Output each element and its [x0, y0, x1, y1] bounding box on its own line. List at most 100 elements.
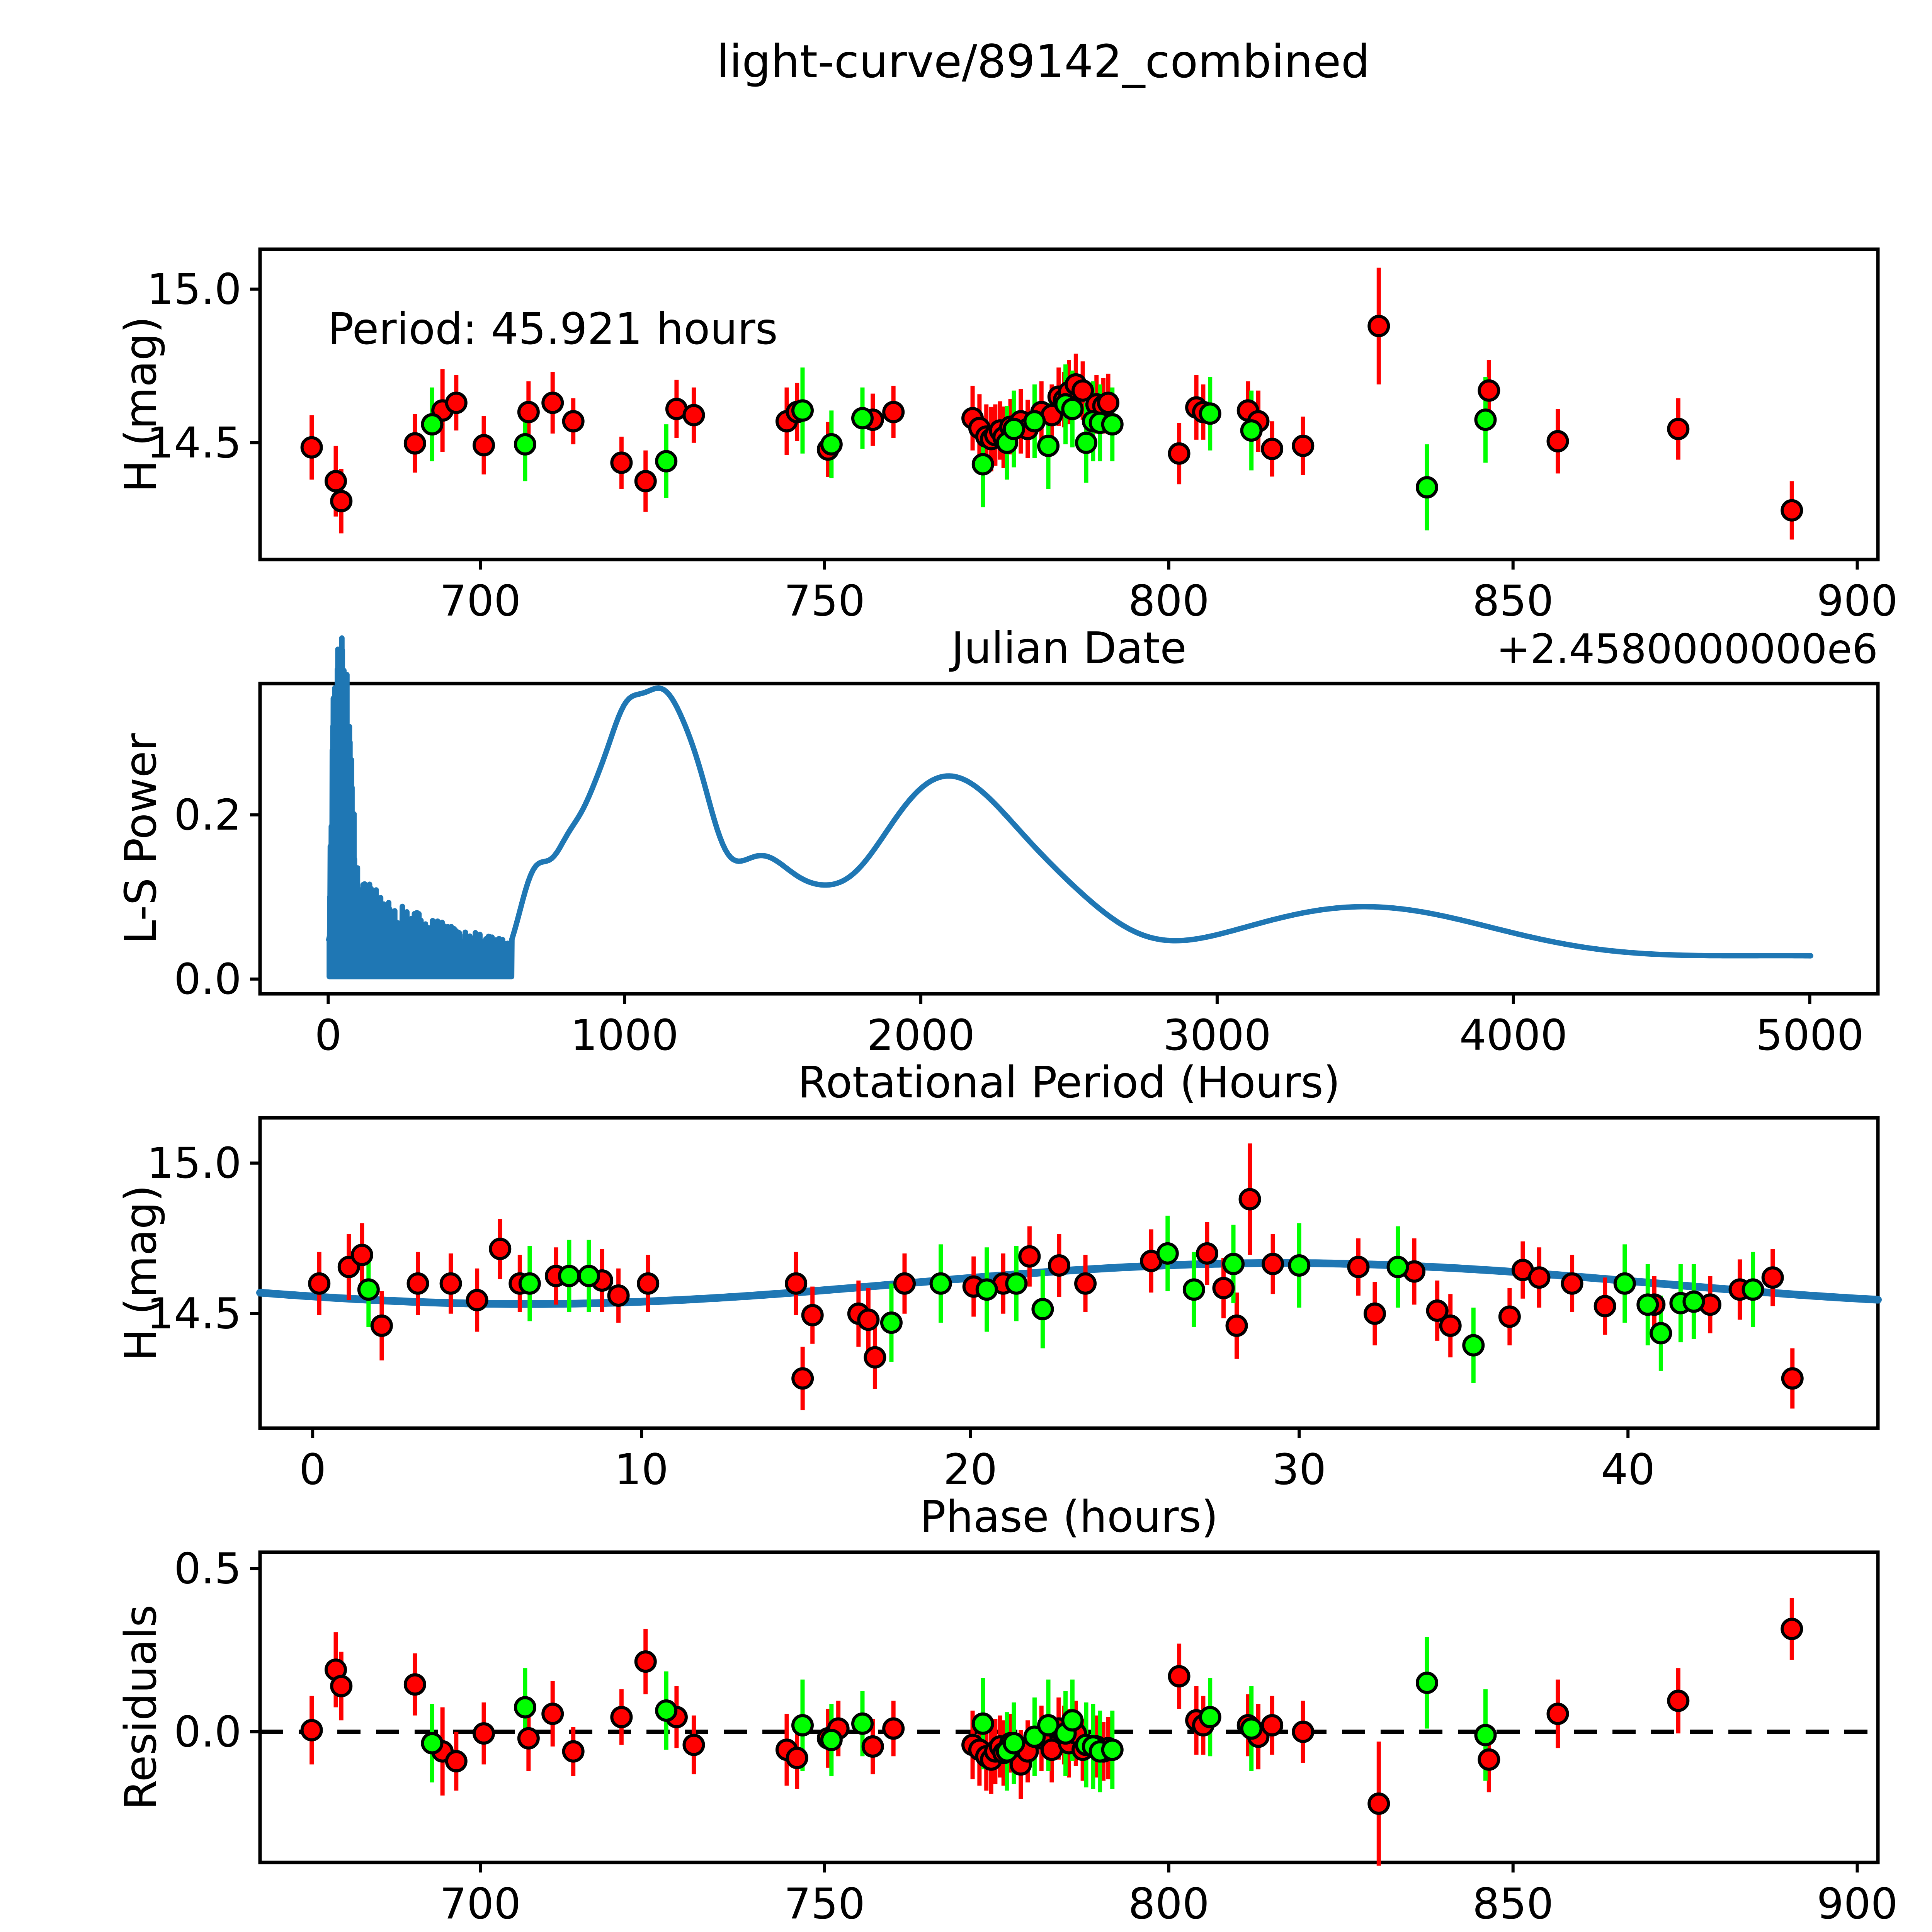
panel-lightcurve-xtick-label: 850 [1473, 576, 1554, 626]
panel-phase-folded-marker-red [1074, 1272, 1097, 1295]
panel-residuals-marker-red [1667, 1689, 1690, 1712]
panel-lightcurve-marker-red [1030, 401, 1053, 423]
panel-phase-folded-marker-green [578, 1265, 600, 1287]
panel-residuals-marker-green [1082, 1735, 1104, 1758]
panel-lightcurve-marker-green [421, 413, 444, 436]
panel-lightcurve-x-offset-text: +2.4580000000e6 [1496, 626, 1878, 673]
panel-residuals-marker-red [786, 1747, 808, 1769]
panel-lightcurve-marker-green [996, 431, 1019, 454]
panel-phase-folded-marker-green [558, 1265, 580, 1287]
panel-residuals-marker-red [562, 1740, 585, 1763]
panel-phase-folded-marker-red [544, 1265, 567, 1287]
panel-residuals-marker-green [1240, 1717, 1263, 1740]
panel-periodogram-xtick-label: 0 [315, 1010, 342, 1060]
panel-residuals-marker-green [820, 1729, 843, 1752]
panel-phase-folded-frame [258, 1116, 1880, 1430]
panel-phase-folded-marker-red [466, 1289, 488, 1311]
panel-lightcurve-marker-green [514, 433, 536, 456]
panel-residuals-xtick-label: 750 [784, 1879, 865, 1929]
panel-residuals-x-offset-text: +2.4580000000e6 [1496, 1929, 1878, 1932]
panel-phase-folded-marker-red [1048, 1254, 1070, 1277]
phase-fit-curve [256, 1259, 1882, 1308]
panel-lightcurve-marker-red [1065, 373, 1087, 396]
panel-lightcurve-marker-green [1474, 408, 1497, 431]
panel-phase-folded-marker-green [1682, 1290, 1705, 1313]
panel-residuals-marker-red [816, 1727, 839, 1750]
panel-phase-folded-marker-red [992, 1272, 1015, 1295]
panel-phase-folded-marker-red [1140, 1250, 1163, 1272]
panel-periodogram-frame [258, 682, 1880, 996]
panel-lightcurve-marker-red [984, 424, 1007, 447]
panel-lightcurve-marker-red [562, 410, 585, 433]
panel-phase-folded-marker-red [864, 1346, 886, 1369]
panel-lightcurve-marker-red [1667, 418, 1690, 440]
panel-lightcurve-marker-red [1261, 437, 1284, 460]
panel-residuals-marker-red [961, 1733, 984, 1756]
panel-lightcurve-marker-red [1168, 442, 1190, 465]
panel-lightcurve-marker-green [1240, 419, 1263, 442]
panel-lightcurve-marker-red [999, 415, 1022, 438]
panel-lightcurve-marker-green [1088, 412, 1111, 434]
panel-residuals-marker-green [996, 1740, 1019, 1763]
panel-residuals-marker-red [827, 1717, 850, 1740]
panel-residuals-marker-red [975, 1745, 998, 1768]
panel-lightcurve-marker-red [1071, 379, 1094, 402]
panel-lightcurve-frame [258, 247, 1880, 561]
panel-residuals-marker-red [992, 1742, 1015, 1764]
panel-residuals-marker-red [1367, 1792, 1390, 1815]
panel-phase-folded-marker-red [350, 1243, 373, 1266]
panel-phase-folded-xtick-label: 40 [1601, 1445, 1655, 1494]
panel-lightcurve-marker-red [816, 438, 839, 461]
panel-lightcurve-marker-red [473, 434, 495, 457]
panel-lightcurve-marker-red [1781, 499, 1803, 522]
panel-phase-folded-marker-red [1761, 1266, 1784, 1289]
panel-residuals-marker-red [473, 1722, 495, 1745]
panel-lightcurve-marker-red [324, 470, 347, 493]
panel-residuals-marker-red [1092, 1740, 1115, 1763]
panel-phase-folded-marker-green [357, 1278, 380, 1301]
panel-phase-folded-marker-red [1225, 1314, 1248, 1337]
panel-lightcurve-marker-red [1292, 434, 1315, 457]
panel-phase-folded-marker-red [1561, 1272, 1583, 1295]
panel-lightcurve-marker-red [968, 417, 991, 439]
panel-lightcurve-marker-red [1097, 391, 1120, 414]
panel-lightcurve-marker-red [989, 419, 1012, 442]
panel-residuals-marker-red [682, 1733, 705, 1756]
panel-lightcurve-marker-green [1082, 410, 1104, 433]
panel-phase-folded-marker-red [785, 1272, 808, 1295]
panel-phase-folded-marker-red [637, 1272, 660, 1295]
panel-phase-folded-marker-green [1031, 1298, 1054, 1321]
panel-phase-folded-marker-red [1238, 1188, 1261, 1211]
panel-lightcurve-marker-green [1101, 413, 1124, 436]
panel-residuals-marker-red [984, 1740, 1007, 1763]
panel-residuals-marker-green [655, 1699, 678, 1722]
panel-residuals-marker-green [1075, 1733, 1098, 1756]
panel-residuals-marker-red [665, 1706, 688, 1728]
panel-phase-folded-marker-red [1643, 1293, 1666, 1316]
panel-residuals-marker-green [791, 1714, 814, 1736]
panel-lightcurve-marker-red [1016, 418, 1039, 440]
panel-phase-folded-marker-green [1462, 1334, 1485, 1357]
panel-periodogram-xtick-label: 4000 [1459, 1010, 1568, 1060]
panel-lightcurve-marker-red [403, 432, 426, 455]
panel-lightcurve-marker-red [431, 399, 454, 422]
panel-lightcurve-marker-red [776, 410, 798, 433]
panel-residuals-marker-green [971, 1712, 994, 1735]
figure-title: light-curve/89142_combined [716, 35, 1370, 88]
panel-phase-folded-marker-red [370, 1314, 393, 1337]
panel-lightcurve-marker-red [1367, 315, 1390, 337]
panel-residuals-marker-green [1474, 1724, 1497, 1747]
panel-phase-folded-marker-green [975, 1278, 998, 1301]
panel-lightcurve-marker-green [1075, 431, 1098, 454]
panel-phase-folded-marker-red [1528, 1266, 1551, 1289]
panel-residuals-marker-red [968, 1738, 991, 1761]
panel-residuals-ytick-label: 0.5 [174, 1544, 242, 1593]
panel-phase-folded-marker-green [929, 1272, 952, 1295]
panel-lightcurve-yaxis-label: H (mag) [116, 316, 166, 492]
panel-residuals-marker-red [1016, 1740, 1039, 1763]
panel-lightcurve-marker-green [655, 450, 678, 473]
panel-phase-folded-marker-red [893, 1272, 916, 1295]
panel-residuals-marker-red [1065, 1722, 1087, 1745]
panel-residuals-marker-red [1040, 1738, 1063, 1761]
